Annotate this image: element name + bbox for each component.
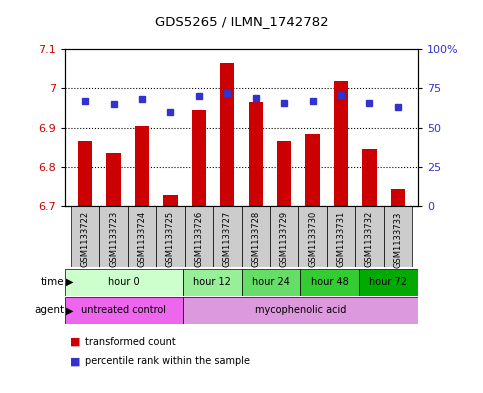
Bar xyxy=(78,141,92,206)
Bar xyxy=(305,134,320,206)
Text: GSM1133726: GSM1133726 xyxy=(194,211,203,268)
Bar xyxy=(300,269,359,296)
Text: ■: ■ xyxy=(70,356,81,366)
Bar xyxy=(163,195,178,206)
Bar xyxy=(242,269,300,296)
Text: GSM1133730: GSM1133730 xyxy=(308,211,317,268)
Bar xyxy=(183,269,242,296)
Bar xyxy=(391,189,405,206)
Text: mycophenolic acid: mycophenolic acid xyxy=(255,305,346,316)
Text: GSM1133733: GSM1133733 xyxy=(393,211,402,268)
Text: hour 0: hour 0 xyxy=(108,277,140,287)
Text: agent: agent xyxy=(34,305,64,316)
Bar xyxy=(362,149,377,206)
Bar xyxy=(298,206,327,267)
Bar xyxy=(277,141,291,206)
Bar xyxy=(192,110,206,206)
Bar xyxy=(128,206,156,267)
Bar xyxy=(249,102,263,206)
Bar xyxy=(99,206,128,267)
Text: ▶: ▶ xyxy=(66,277,74,287)
Text: GSM1133731: GSM1133731 xyxy=(337,211,345,268)
Text: transformed count: transformed count xyxy=(85,336,175,347)
Text: GSM1133732: GSM1133732 xyxy=(365,211,374,268)
Text: time: time xyxy=(41,277,64,287)
Text: ■: ■ xyxy=(70,336,81,347)
Text: hour 72: hour 72 xyxy=(369,277,408,287)
Bar xyxy=(71,206,99,267)
Text: GSM1133722: GSM1133722 xyxy=(81,211,90,267)
Bar xyxy=(242,206,270,267)
Text: GSM1133727: GSM1133727 xyxy=(223,211,232,268)
Bar xyxy=(106,153,121,206)
Bar xyxy=(65,269,183,296)
Text: hour 48: hour 48 xyxy=(311,277,349,287)
Bar xyxy=(183,297,418,324)
Text: GSM1133725: GSM1133725 xyxy=(166,211,175,267)
Text: ▶: ▶ xyxy=(66,305,74,316)
Bar xyxy=(334,81,348,206)
Text: untreated control: untreated control xyxy=(82,305,167,316)
Text: GSM1133729: GSM1133729 xyxy=(280,211,289,267)
Bar xyxy=(327,206,355,267)
Bar xyxy=(156,206,185,267)
Bar xyxy=(185,206,213,267)
Text: GSM1133728: GSM1133728 xyxy=(251,211,260,268)
Text: percentile rank within the sample: percentile rank within the sample xyxy=(85,356,250,366)
Bar xyxy=(270,206,298,267)
Text: GSM1133724: GSM1133724 xyxy=(138,211,146,267)
Text: GDS5265 / ILMN_1742782: GDS5265 / ILMN_1742782 xyxy=(155,15,328,28)
Bar xyxy=(220,63,234,206)
Text: GSM1133723: GSM1133723 xyxy=(109,211,118,268)
Text: hour 12: hour 12 xyxy=(193,277,231,287)
Text: hour 24: hour 24 xyxy=(252,277,290,287)
Bar xyxy=(355,206,384,267)
Bar xyxy=(65,297,183,324)
Bar xyxy=(359,269,418,296)
Bar xyxy=(384,206,412,267)
Bar xyxy=(213,206,242,267)
Bar xyxy=(135,126,149,206)
